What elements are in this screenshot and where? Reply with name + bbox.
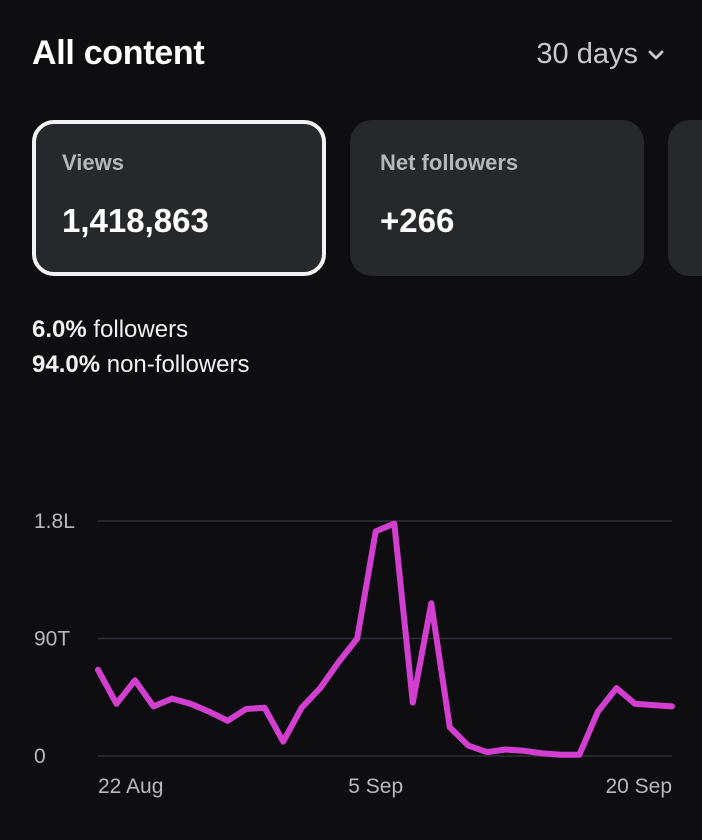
date-range-dropdown[interactable]: 30 days [536, 38, 664, 71]
page-title: All content [32, 34, 205, 72]
y-tick-label: 1.8L [34, 510, 75, 533]
date-range-label: 30 days [536, 38, 638, 70]
views-card[interactable]: Views 1,418,863 [32, 120, 326, 276]
net-followers-card-label: Net followers [380, 150, 519, 175]
views-series-line [95, 520, 675, 758]
views-card-label: Views [62, 150, 124, 175]
views-card-value: 1,418,863 [62, 202, 209, 239]
followers-label: followers [93, 316, 189, 343]
views-line-chart: 1.8L 90T 0 22 Aug 5 Sep 20 Sep [34, 510, 675, 798]
x-tick-label: 5 Sep [348, 775, 403, 798]
y-tick-label: 90T [34, 628, 70, 651]
y-tick-label: 0 [34, 745, 46, 768]
non-followers-breakdown-row: 94.0% non-followers [32, 347, 249, 382]
followers-pct: 6.0% [32, 316, 87, 343]
offscreen-metric-card[interactable] [668, 120, 702, 276]
metric-cards: Views 1,418,863 Net followers +266 [32, 120, 702, 276]
x-tick-label: 22 Aug [98, 775, 163, 798]
audience-breakdown: 6.0% followers 94.0% non-followers [32, 312, 249, 382]
non-followers-label: non-followers [106, 351, 250, 378]
chevron-down-icon [648, 50, 664, 59]
x-tick-label: 20 Sep [605, 775, 672, 798]
followers-breakdown-row: 6.0% followers [32, 312, 249, 347]
net-followers-card-value: +266 [380, 202, 455, 239]
net-followers-card[interactable]: Net followers +266 [350, 120, 644, 276]
non-followers-pct: 94.0% [32, 351, 101, 378]
